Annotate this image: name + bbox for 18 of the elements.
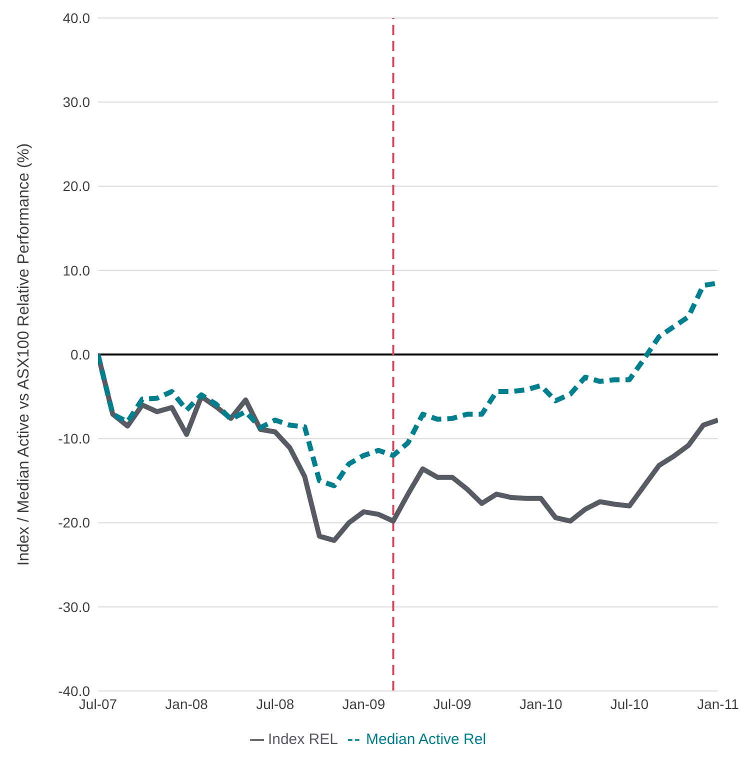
x-tick-label: Jan-09 — [342, 696, 386, 712]
x-tick-label: Jul-09 — [433, 696, 472, 712]
x-tick-label: Jan-11 — [697, 696, 740, 712]
legend-label: Median Active Rel — [366, 731, 486, 748]
y-tick-label: 20.0 — [62, 178, 90, 194]
y-tick-label: -30.0 — [58, 598, 90, 615]
x-tick-label: Jan-10 — [519, 696, 562, 712]
y-tick-label: 30.0 — [62, 94, 90, 110]
y-tick-label: -20.0 — [58, 514, 90, 531]
y-tick-label: 40.0 — [62, 10, 90, 26]
y-tick-label: 0.0 — [70, 346, 90, 362]
y-tick-label: 10.0 — [62, 262, 90, 278]
legend-label: Index REL — [268, 731, 338, 748]
x-tick-label: Jan-08 — [165, 696, 208, 712]
y-axis-title: Index / Median Active vs ASX100 Relative Performance (%) — [16, 143, 33, 566]
y-tick-label: -10.0 — [58, 430, 90, 447]
x-tick-label: Jul-08 — [256, 696, 294, 712]
x-tick-label: Jul-10 — [610, 696, 649, 712]
